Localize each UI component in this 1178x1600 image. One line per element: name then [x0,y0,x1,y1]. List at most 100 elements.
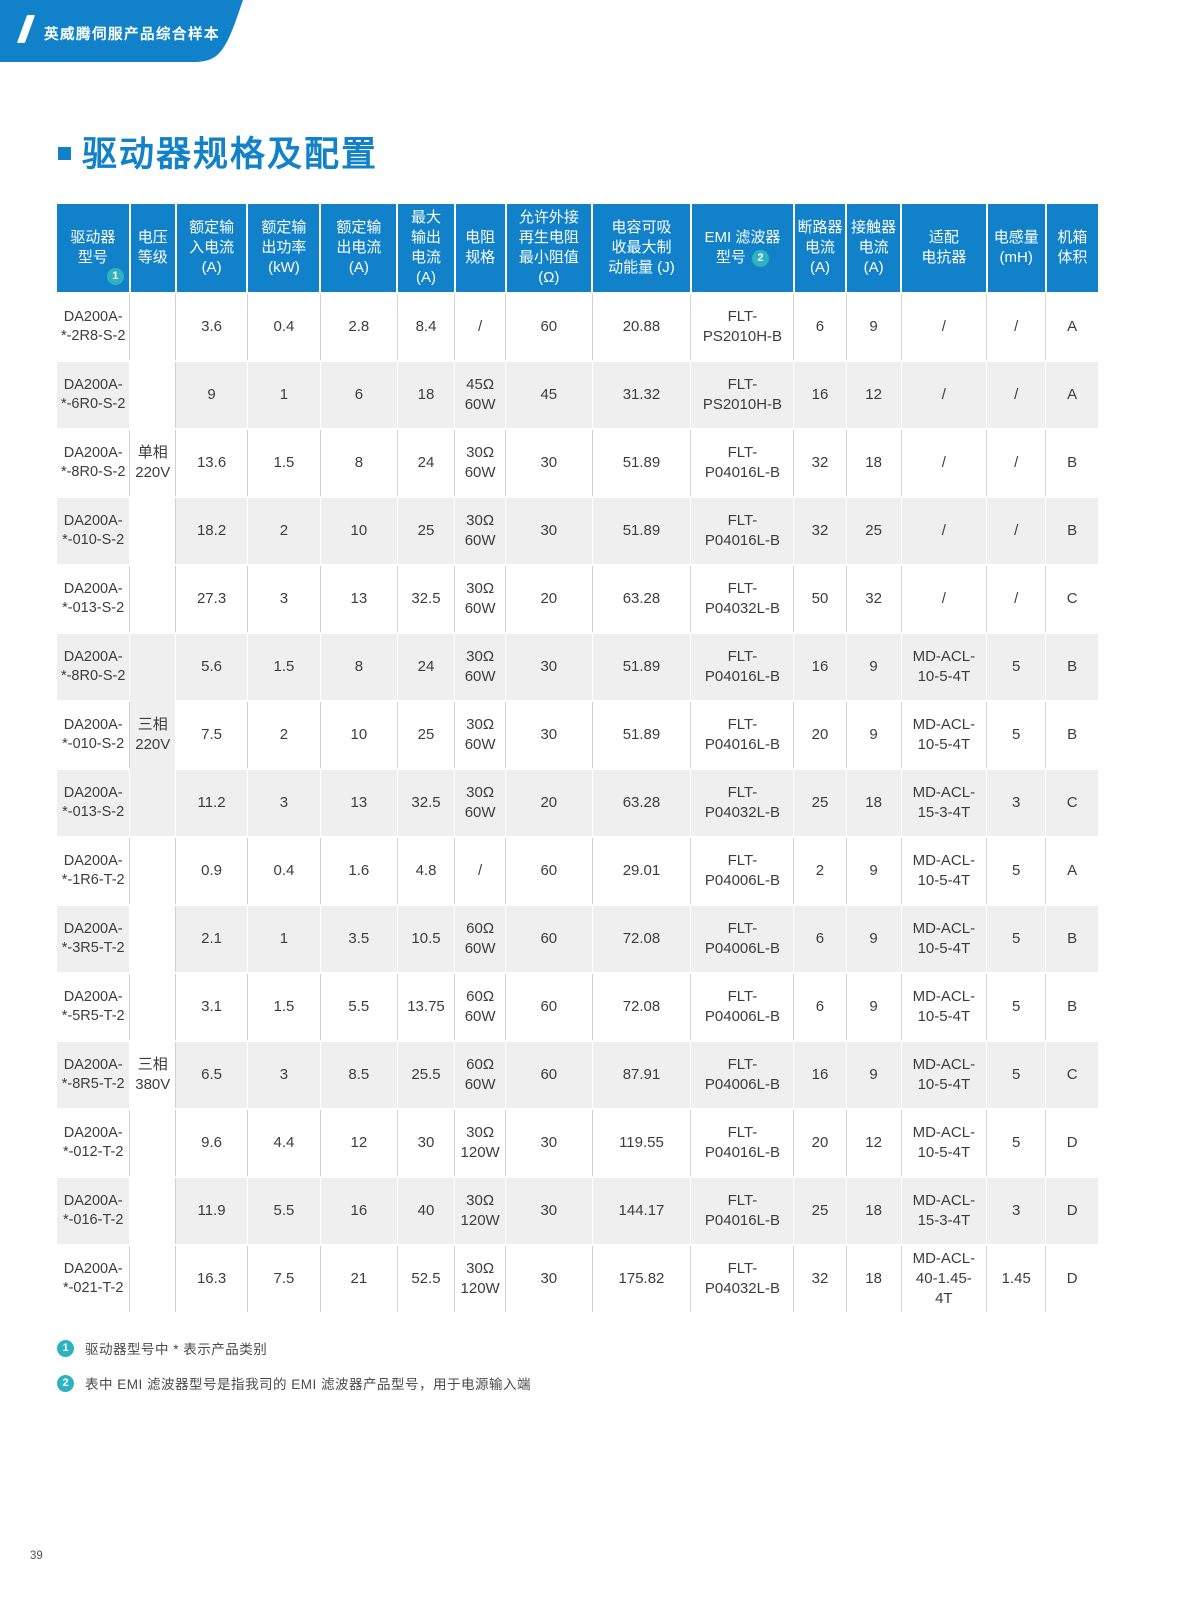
table-cell: 9 [846,632,902,701]
table-cell: 30 [505,496,593,565]
table-cell: FLT- P04006L-B [690,904,795,973]
table-cell: 40 [397,1176,456,1245]
table-cell: 18 [397,360,456,429]
table-cell: 8 [320,428,398,497]
table-cell: 60 [505,904,593,973]
table-cell: 60 [505,292,593,361]
table-cell: 45Ω 60W [454,360,507,429]
table-cell: / [986,496,1047,565]
column-header: 断路器 电流 (A) [793,204,848,293]
column-header: 机箱 体积 [1045,204,1098,293]
table-cell: 18.2 [175,496,248,565]
table-cell: 18 [846,1176,902,1245]
table-cell: MD-ACL- 10-5-4T [901,1108,988,1177]
table-cell: 16 [793,1040,847,1109]
table-cell: 32 [793,496,847,565]
table-cell: 2.8 [320,292,398,361]
column-header: 最大 输出 电流 (A) [397,204,456,293]
table-row: DA200A- *-8R5-T-2 6.5 3 8.5 25.5 60Ω 60W 60 87.… [57,1040,1098,1109]
table-cell: 2 [793,836,847,905]
table-cell: 60Ω 60W [454,904,507,973]
table-cell: 4.4 [247,1108,321,1177]
table-cell: 13 [320,564,398,633]
table-cell: 1.5 [247,632,321,701]
table-cell: 0.4 [247,292,321,361]
table-cell: FLT- P04006L-B [690,1040,795,1109]
table-cell: B [1045,632,1098,701]
table-cell: 13 [320,768,398,837]
table-cell: MD-ACL- 10-5-4T [901,972,988,1041]
table-cell: DA200A- *-021-T-2 [57,1244,131,1312]
table-cell: 6.5 [175,1040,248,1109]
table-cell: FLT- P04016L-B [690,496,795,565]
table-cell: / [454,292,507,361]
table-cell: 119.55 [592,1108,692,1177]
column-header: 适配 电抗器 [901,204,988,293]
table-cell: 16 [320,1176,398,1245]
column-header: 接触器 电流 (A) [846,204,903,293]
table-cell: B [1045,972,1098,1041]
spec-table-container: 驱动器 型号 1 电压 等级 额定输 入电流 (A) 额定输 出功率 (kW) 额定输 出… [57,204,1098,1312]
table-cell: FLT- PS2010H-B [690,360,795,429]
table-cell: 12 [846,360,902,429]
footnote-2-badge: 2 [57,1374,74,1392]
table-cell: 51.89 [592,700,692,769]
table-row: DA200A- *-012-T-2 9.6 4.4 12 30 30Ω 120W 30 119… [57,1108,1098,1177]
table-cell: 10.5 [397,904,456,973]
table-cell: 2 [247,700,321,769]
table-cell: 8.4 [397,292,456,361]
table-row: DA200A- *-010-S-2 18.2 2 10 25 30Ω 60W 30 51.89… [57,496,1098,565]
table-cell: 6 [793,904,847,973]
table-cell: 21 [320,1244,398,1312]
table-cell: 8.5 [320,1040,398,1109]
table-row: DA200A- *-013-S-2 27.3 3 13 32.5 30Ω 60W 20 63.… [57,564,1098,633]
table-row: DA200A- *-2R8-S-2 单相 220V 3.6 0.4 2.8 8.4/60 2… [57,292,1098,633]
table-cell: B [1045,428,1098,497]
table-cell: 18 [846,768,902,837]
table-cell: 3 [247,564,321,633]
table-cell: MD-ACL- 10-5-4T [901,1040,988,1109]
table-cell: 5.5 [247,1176,321,1245]
table-cell: 9 [846,904,902,973]
banner-shape [0,0,243,62]
column-header: 电容可吸 收最大制 动能量 (J) [592,204,692,293]
table-cell: 30Ω 120W [454,1244,507,1312]
page-title: 驱动器规格及配置 [82,135,379,174]
table-cell: 4.8 [397,836,456,905]
table-cell: FLT- P04016L-B [690,700,795,769]
table-cell: / [901,496,988,565]
column-header: 允许外接 再生电阻 最小阻值 (Ω) [505,204,594,293]
table-cell: 5.6 [175,632,248,701]
table-cell: 1.6 [320,836,398,905]
table-cell: 25 [846,496,902,565]
table-cell: C [1045,564,1098,633]
footnote-item: 2 表中 EMI 滤波器型号是指我司的 EMI 滤波器产品型号，用于电源输入端 [57,1373,531,1393]
table-cell: / [986,360,1047,429]
table-cell: 9.6 [175,1108,248,1177]
table-cell: 20 [793,1108,847,1177]
table-cell: 25.5 [397,1040,456,1109]
table-cell: MD-ACL- 10-5-4T [901,904,988,973]
table-row: DA200A- *-8R0-S-2 三相 220V 5.6 1.5 8 24 30Ω 60W… [57,632,1098,837]
table-cell: 63.28 [592,564,692,633]
table-cell: 63.28 [592,768,692,837]
table-cell: DA200A- *-010-S-2 [57,496,131,565]
table-cell: 0.4 [247,836,321,905]
table-cell: 9 [175,360,248,429]
table-cell: MD-ACL- 10-5-4T [901,836,988,905]
table-cell: 1 [247,360,321,429]
table-cell: 25 [397,496,456,565]
table-cell: 30 [505,1244,593,1312]
table-cell: / [901,564,988,633]
table-cell: FLT- P04016L-B [690,1176,795,1245]
table-cell: 25 [793,768,847,837]
table-row: DA200A- *-010-S-2 7.5 2 10 25 30Ω 60W 30 51.89 F… [57,700,1098,769]
table-cell: / [901,428,988,497]
table-cell: 5 [986,632,1047,701]
table-cell: DA200A- *-013-S-2 [57,768,131,837]
table-cell: DA200A- *-016-T-2 [57,1176,131,1245]
table-cell: 52.5 [397,1244,456,1312]
table-cell: 144.17 [592,1176,692,1245]
table-cell: 72.08 [592,972,692,1041]
table-cell: 7.5 [175,700,248,769]
